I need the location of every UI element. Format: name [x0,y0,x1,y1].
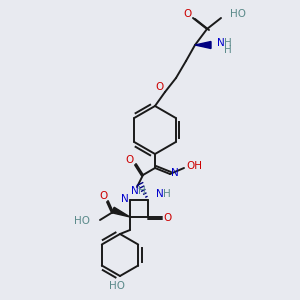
Text: H: H [224,45,232,55]
Text: HO: HO [109,281,125,291]
Text: OH: OH [186,161,202,171]
Text: H: H [224,38,232,48]
Text: O: O [184,9,192,19]
Polygon shape [195,41,211,49]
Text: N: N [156,189,164,199]
Text: HO: HO [74,216,90,226]
Text: H: H [163,189,171,199]
Text: O: O [100,191,108,201]
Text: HO: HO [230,9,246,19]
Text: N: N [217,38,225,48]
Text: H: H [138,186,146,196]
Text: N: N [171,168,179,178]
Text: N: N [131,186,139,196]
Text: O: O [156,82,164,92]
Polygon shape [112,207,130,217]
Text: O: O [126,155,134,165]
Text: N: N [121,194,129,204]
Text: O: O [164,213,172,223]
